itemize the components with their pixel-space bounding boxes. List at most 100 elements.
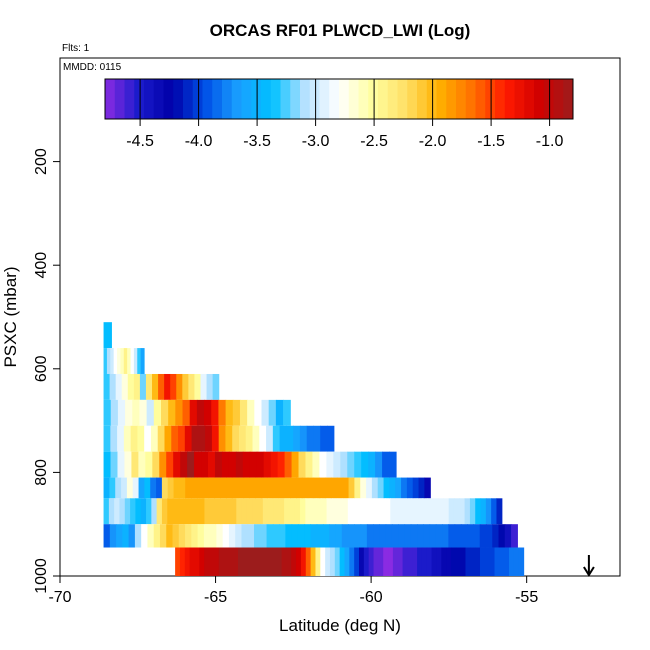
heatmap-cell [279,498,285,524]
heatmap-cell [254,524,261,547]
heatmap-cell [158,374,165,400]
heatmap-cell [208,452,216,478]
heatmap-cell [505,524,512,547]
heatmap-cell [302,478,308,499]
heatmap-cell [104,322,112,348]
y-tick-label: 600 [33,355,50,382]
heatmap-cell [166,452,174,478]
heatmap-cell [323,524,330,547]
heatmap-cell [254,400,262,426]
colorbar-tick-label: -1.0 [536,133,564,150]
heatmap-cell [342,498,348,524]
heatmap-cell [239,426,246,452]
heatmap-cell [238,548,243,576]
heatmap-cell [122,524,129,547]
heatmap-cell [436,548,441,576]
colorbar-swatch [154,79,164,119]
heatmap-cell [260,524,267,547]
heatmap-cell [378,548,383,576]
heatmap-cell [276,400,284,426]
heatmap-cell [486,524,493,547]
heatmap-cell [379,524,386,547]
heatmap-cell [325,478,331,499]
heatmap-cell [116,374,123,400]
heatmap-cell [454,498,460,524]
colorbar-tick-label: -4.5 [126,133,154,150]
heatmap-cell [467,524,474,547]
heatmap-cell [119,498,125,524]
heatmap-cell [446,548,451,576]
heatmap-cell [176,374,183,400]
colorbar-swatch [212,79,222,119]
heatmap-cell [283,400,291,426]
y-axis: 2004006008001000 [33,148,60,594]
heatmap-cell [173,524,180,547]
heatmap-cell [359,548,364,576]
heatmap-cell [423,524,430,547]
x-tick-label: -60 [360,589,383,606]
chart-figure: ORCAS RF01 PLWCD_LWI (Log) Flts: 1 MMDD:… [0,0,650,650]
heatmap-cell [147,524,154,547]
heatmap-cell [131,426,138,452]
heatmap-cell [144,426,151,452]
heatmap-cell [354,478,360,499]
heatmap-cell [407,548,412,576]
heatmap-cell [307,426,314,452]
heatmap-cell [215,498,221,524]
heatmap-cell [241,524,248,547]
heatmap-cell [194,548,199,576]
heatmap-cell [273,524,280,547]
heatmap-cell [194,374,201,400]
colorbar-swatch [193,79,203,119]
heatmap-cell [393,548,398,576]
heatmap-cell [189,498,195,524]
heatmap-cell [226,478,232,499]
heatmap-cell [190,548,195,576]
heatmap-cell [258,498,264,524]
heatmap-cell [213,374,220,400]
colorbar-swatch [183,79,193,119]
heatmap-cell [273,426,280,452]
heatmap-cell [252,498,258,524]
heatmap-cell [325,548,330,576]
heatmap-cell [247,498,253,524]
heatmap-cell [233,548,238,576]
x-tick-label: -65 [204,589,227,606]
y-tick-label: 200 [33,148,50,175]
heatmap-cell [459,498,465,524]
heatmap-cell [279,478,285,499]
heatmap-cell [392,524,399,547]
heatmap-cell [114,498,120,524]
heatmap-cell [449,498,455,524]
heatmap-cell [220,498,226,524]
heatmap-cell [314,478,320,499]
heatmap-cell [417,524,424,547]
heatmap-cell [235,524,242,547]
heatmap-cell [109,478,115,499]
heatmap-cell [138,452,146,478]
heatmap-cell [211,400,219,426]
heatmap-cell [236,498,242,524]
heatmap-cell [140,374,147,400]
heatmap-cell [257,548,262,576]
heatmap-cell [422,498,428,524]
heatmap-cell [374,498,380,524]
heatmap-cell [250,452,258,478]
heatmap-cell [135,498,141,524]
heatmap-cell [223,524,230,547]
heatmap-cell [401,478,407,499]
heatmap-cell [122,374,129,400]
heatmap-cell [203,478,209,499]
colorbar-tick-label: -2.0 [419,133,447,150]
heatmap-cell [124,426,131,452]
heatmap-cell [124,452,132,478]
heatmap-cell [104,426,111,452]
heatmap-cell [349,478,355,499]
heatmap-cell [300,426,307,452]
heatmap-cell [187,452,195,478]
heatmap-cell [385,498,391,524]
heatmap-cell [220,478,226,499]
heatmap-cell [461,548,466,576]
colorbar-swatch [554,79,564,119]
heatmap-cell [232,426,239,452]
